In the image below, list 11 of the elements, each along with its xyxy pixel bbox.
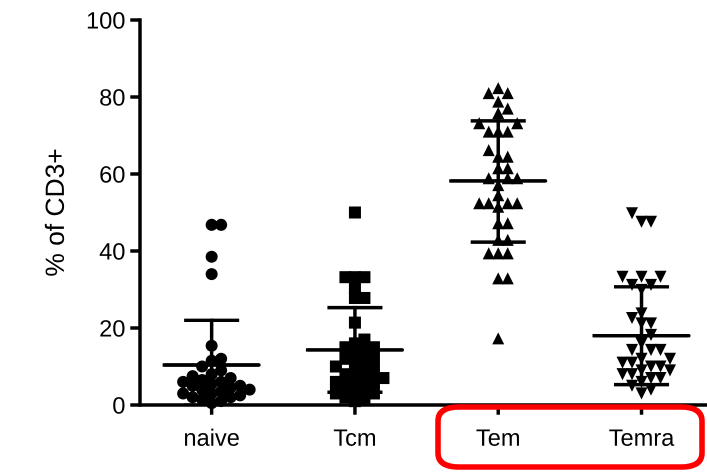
y-axis-title: % of CD3+	[44, 150, 64, 276]
y-tick-label: 60	[100, 166, 124, 183]
x-tick-label: Tem	[476, 429, 519, 446]
y-tick-label: 0	[113, 397, 124, 414]
x-tick-label: Tcm	[334, 429, 376, 446]
x-tick-label: naive	[184, 428, 239, 446]
y-tick-label: 100	[88, 12, 124, 29]
x-tick-label: Temra	[609, 429, 674, 446]
y-tick-label: 40	[100, 243, 124, 260]
y-tick-label: 80	[100, 89, 124, 106]
y-tick-label: 20	[100, 320, 124, 337]
